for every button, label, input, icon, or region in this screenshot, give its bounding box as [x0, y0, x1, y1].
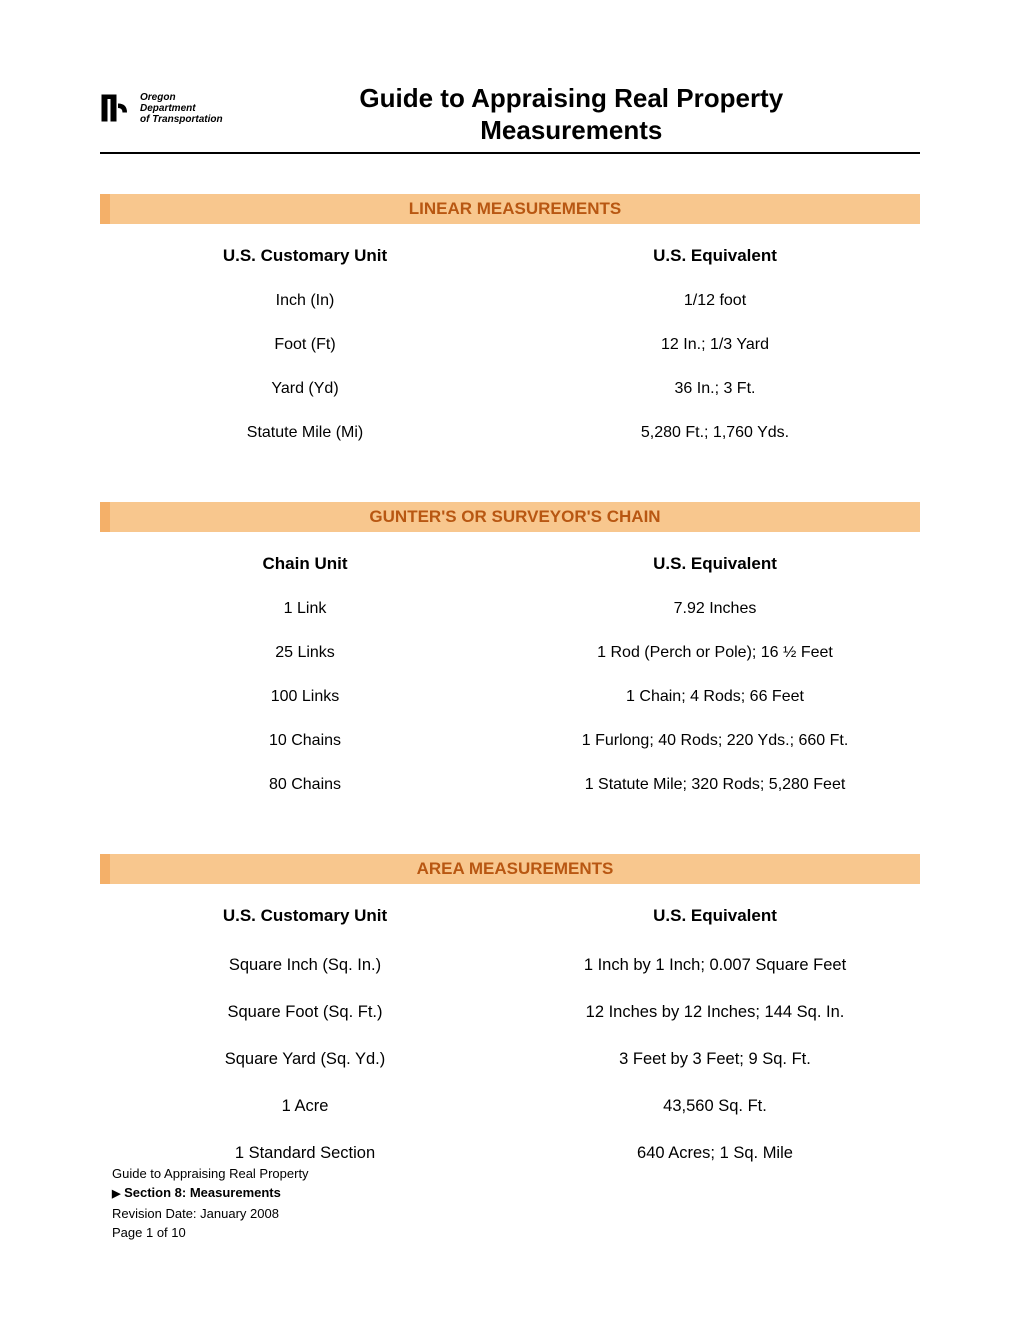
table-row: 1 Rod (Perch or Pole); 16 ½ Feet — [510, 644, 920, 662]
page-title-block: Guide to Appraising Real Property Measur… — [223, 82, 920, 146]
page-title-line2: Measurements — [223, 114, 920, 146]
agency-line3: of Transportation — [140, 114, 223, 125]
table-row: 43,560 Sq. Ft. — [510, 1097, 920, 1116]
section-banner: LINEAR MEASUREMENTS — [100, 194, 920, 224]
column-header-right: U.S. Equivalent — [510, 554, 920, 574]
table-row: 1 Chain; 4 Rods; 66 Feet — [510, 688, 920, 706]
columns: U.S. Customary Unit Square Inch (Sq. In.)… — [100, 906, 920, 1191]
page-footer: Guide to Appraising Real Property ▶ Sect… — [112, 1164, 309, 1242]
table-row: 12 Inches by 12 Inches; 144 Sq. In. — [510, 1003, 920, 1022]
column-header-left: U.S. Customary Unit — [100, 906, 510, 926]
table-row: Square Inch (Sq. In.) — [100, 956, 510, 975]
columns: U.S. Customary Unit Inch (In) Foot (Ft) Yar… — [100, 246, 920, 468]
column-right: U.S. Equivalent 1 Inch by 1 Inch; 0.007 S… — [510, 906, 920, 1191]
agency-line2: Department — [140, 103, 223, 114]
table-row: 640 Acres; 1 Sq. Mile — [510, 1144, 920, 1163]
column-left: U.S. Customary Unit Square Inch (Sq. In.)… — [100, 906, 510, 1191]
table-row: 3 Feet by 3 Feet; 9 Sq. Ft. — [510, 1050, 920, 1069]
section-banner: GUNTER'S OR SURVEYOR'S CHAIN — [100, 502, 920, 532]
document-page: Oregon Department of Transportation Guid… — [0, 0, 1020, 1265]
footer-line3: Revision Date: January 2008 — [112, 1204, 309, 1223]
table-row: 1 Inch by 1 Inch; 0.007 Square Feet — [510, 956, 920, 975]
table-row: 36 In.; 3 Ft. — [510, 380, 920, 398]
column-right: U.S. Equivalent 1/12 foot 12 In.; 1/3 Yard… — [510, 246, 920, 468]
column-header-left: Chain Unit — [100, 554, 510, 574]
table-row: 5,280 Ft.; 1,760 Yds. — [510, 424, 920, 442]
table-row: 7.92 Inches — [510, 600, 920, 618]
column-right: U.S. Equivalent 7.92 Inches 1 Rod (Perch o… — [510, 554, 920, 820]
table-row: 12 In.; 1/3 Yard — [510, 336, 920, 354]
column-header-right: U.S. Equivalent — [510, 246, 920, 266]
section-chain: GUNTER'S OR SURVEYOR'S CHAIN Chain Unit 1 … — [100, 502, 920, 820]
column-left: Chain Unit 1 Link 25 Links 100 Links 10 Chai… — [100, 554, 510, 820]
table-row: 1/12 foot — [510, 292, 920, 310]
page-header: Oregon Department of Transportation Guid… — [100, 82, 920, 154]
table-row: Foot (Ft) — [100, 336, 510, 354]
footer-line1: Guide to Appraising Real Property — [112, 1164, 309, 1183]
section-banner: AREA MEASUREMENTS — [100, 854, 920, 884]
section-linear: LINEAR MEASUREMENTS U.S. Customary Unit In… — [100, 194, 920, 468]
sections-container: LINEAR MEASUREMENTS U.S. Customary Unit In… — [100, 194, 920, 1191]
table-row: 80 Chains — [100, 776, 510, 794]
column-header-left: U.S. Customary Unit — [100, 246, 510, 266]
table-row: 100 Links — [100, 688, 510, 706]
page-title-line1: Guide to Appraising Real Property — [223, 82, 920, 114]
table-row: 1 Statute Mile; 320 Rods; 5,280 Feet — [510, 776, 920, 794]
table-row: 25 Links — [100, 644, 510, 662]
agency-name: Oregon Department of Transportation — [140, 92, 223, 125]
table-row: Inch (In) — [100, 292, 510, 310]
table-row: 1 Furlong; 40 Rods; 220 Yds.; 660 Ft. — [510, 732, 920, 750]
table-row: Square Yard (Sq. Yd.) — [100, 1050, 510, 1069]
table-row: 1 Standard Section — [100, 1144, 510, 1163]
table-row: Yard (Yd) — [100, 380, 510, 398]
table-row: 10 Chains — [100, 732, 510, 750]
column-header-right: U.S. Equivalent — [510, 906, 920, 926]
odot-logo-icon — [100, 90, 136, 126]
columns: Chain Unit 1 Link 25 Links 100 Links 10 Chai… — [100, 554, 920, 820]
column-left: U.S. Customary Unit Inch (In) Foot (Ft) Yar… — [100, 246, 510, 468]
footer-line4: Page 1 of 10 — [112, 1223, 309, 1242]
table-row: Statute Mile (Mi) — [100, 424, 510, 442]
agency-logo: Oregon Department of Transportation — [100, 82, 223, 126]
footer-line2: ▶ Section 8: Measurements — [112, 1183, 309, 1204]
footer-section-label: Section 8: Measurements — [124, 1185, 281, 1200]
table-row: Square Foot (Sq. Ft.) — [100, 1003, 510, 1022]
table-row: 1 Link — [100, 600, 510, 618]
section-area: AREA MEASUREMENTS U.S. Customary Unit Squa… — [100, 854, 920, 1191]
triangle-icon: ▶ — [112, 1188, 120, 1200]
agency-line1: Oregon — [140, 92, 223, 103]
table-row: 1 Acre — [100, 1097, 510, 1116]
